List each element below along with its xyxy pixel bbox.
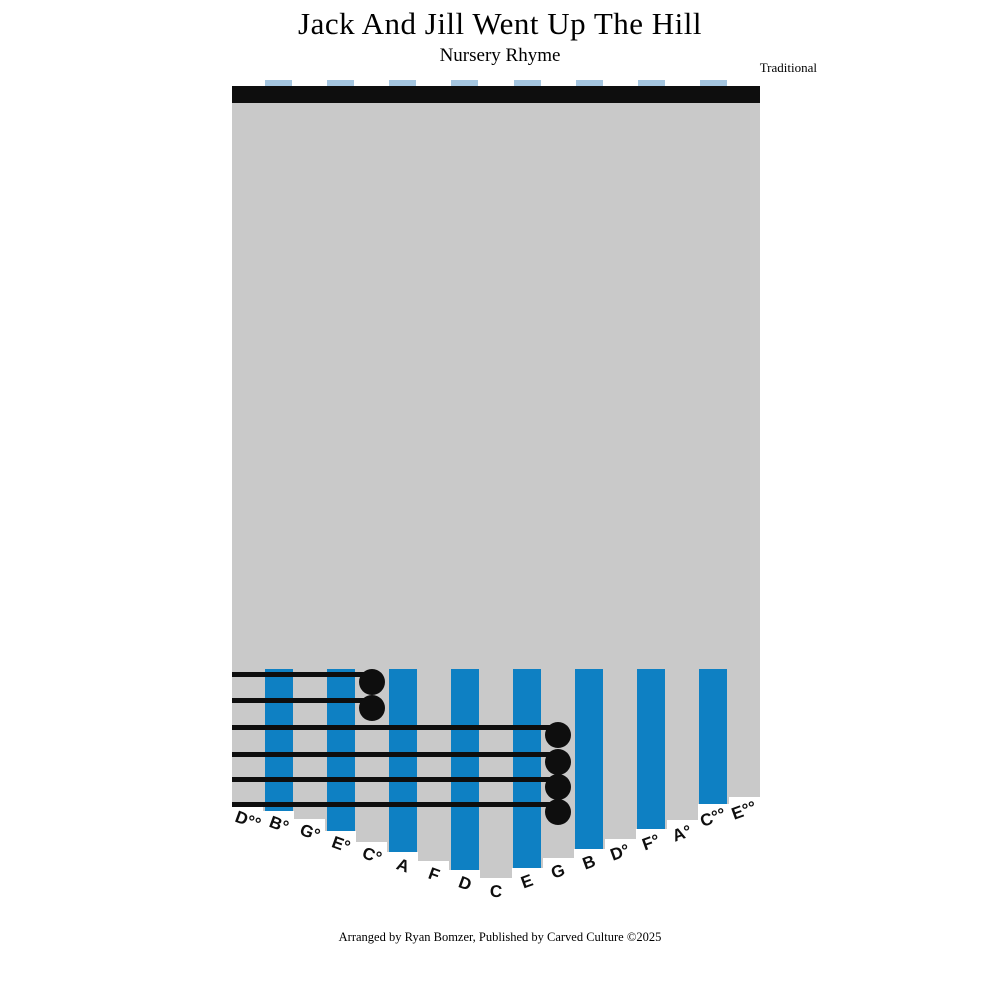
tine-tip bbox=[699, 80, 727, 90]
tine-label: D bbox=[455, 872, 474, 895]
tine-label: B° bbox=[266, 812, 291, 837]
tine-label: C°° bbox=[697, 804, 729, 831]
kalimba-tine bbox=[604, 103, 636, 839]
kalimba-tine bbox=[666, 103, 698, 820]
note-dot bbox=[545, 774, 572, 800]
tine-tip bbox=[513, 80, 541, 90]
page-title: Jack And Jill Went Up The Hill bbox=[298, 6, 702, 41]
tine-tip bbox=[389, 80, 417, 90]
kalimba-tine bbox=[480, 103, 512, 878]
tine-label: E bbox=[518, 870, 536, 893]
note-line bbox=[232, 777, 564, 782]
note-line bbox=[232, 672, 377, 677]
tine-label: A bbox=[393, 854, 412, 877]
bridge-bar bbox=[232, 86, 760, 103]
note-line bbox=[232, 752, 564, 757]
kalimba-tine bbox=[728, 103, 760, 797]
tine-label: A° bbox=[670, 821, 695, 846]
tine-blue-section bbox=[637, 669, 666, 829]
note-line bbox=[232, 698, 377, 703]
note-line bbox=[232, 802, 564, 807]
note-dot bbox=[545, 749, 572, 775]
tine-blue-section bbox=[699, 669, 728, 804]
note-dot bbox=[358, 695, 385, 721]
tine-blue-section bbox=[575, 669, 604, 849]
tine-label: C bbox=[489, 881, 503, 902]
tine-blue-section bbox=[513, 669, 542, 868]
kalimba-tine bbox=[294, 103, 326, 819]
tine-label: B bbox=[580, 851, 599, 874]
kalimba-tine bbox=[356, 103, 388, 842]
tine-label: D°° bbox=[232, 807, 263, 834]
tine-label: F bbox=[425, 863, 443, 886]
tine-tip bbox=[451, 80, 479, 90]
tine-tip bbox=[637, 80, 665, 90]
kalimba-tine bbox=[418, 103, 450, 861]
note-line bbox=[232, 725, 564, 730]
page-subtitle: Nursery Rhyme bbox=[439, 45, 561, 66]
kalimba-tine bbox=[232, 103, 264, 807]
note-dot bbox=[545, 799, 572, 825]
note-dot bbox=[358, 669, 385, 695]
tine-blue-section bbox=[450, 669, 479, 870]
tine-tip bbox=[265, 80, 293, 90]
footer-credit: Arranged by Ryan Bomzer, Published by Ca… bbox=[338, 930, 662, 944]
tine-blue-section bbox=[388, 669, 417, 852]
tine-label: C° bbox=[359, 843, 384, 868]
tine-blue-section bbox=[264, 669, 293, 811]
tine-label: D° bbox=[608, 840, 633, 865]
tine-label: E°° bbox=[729, 797, 760, 824]
tine-tip bbox=[327, 80, 355, 90]
note-dot bbox=[545, 722, 572, 748]
tine-label: G° bbox=[296, 820, 323, 845]
tine-label: E° bbox=[328, 832, 353, 857]
attribution-text: Traditional bbox=[759, 60, 817, 75]
tine-label: G bbox=[548, 860, 568, 883]
tine-tip bbox=[575, 80, 603, 90]
tine-label: F° bbox=[639, 830, 663, 855]
